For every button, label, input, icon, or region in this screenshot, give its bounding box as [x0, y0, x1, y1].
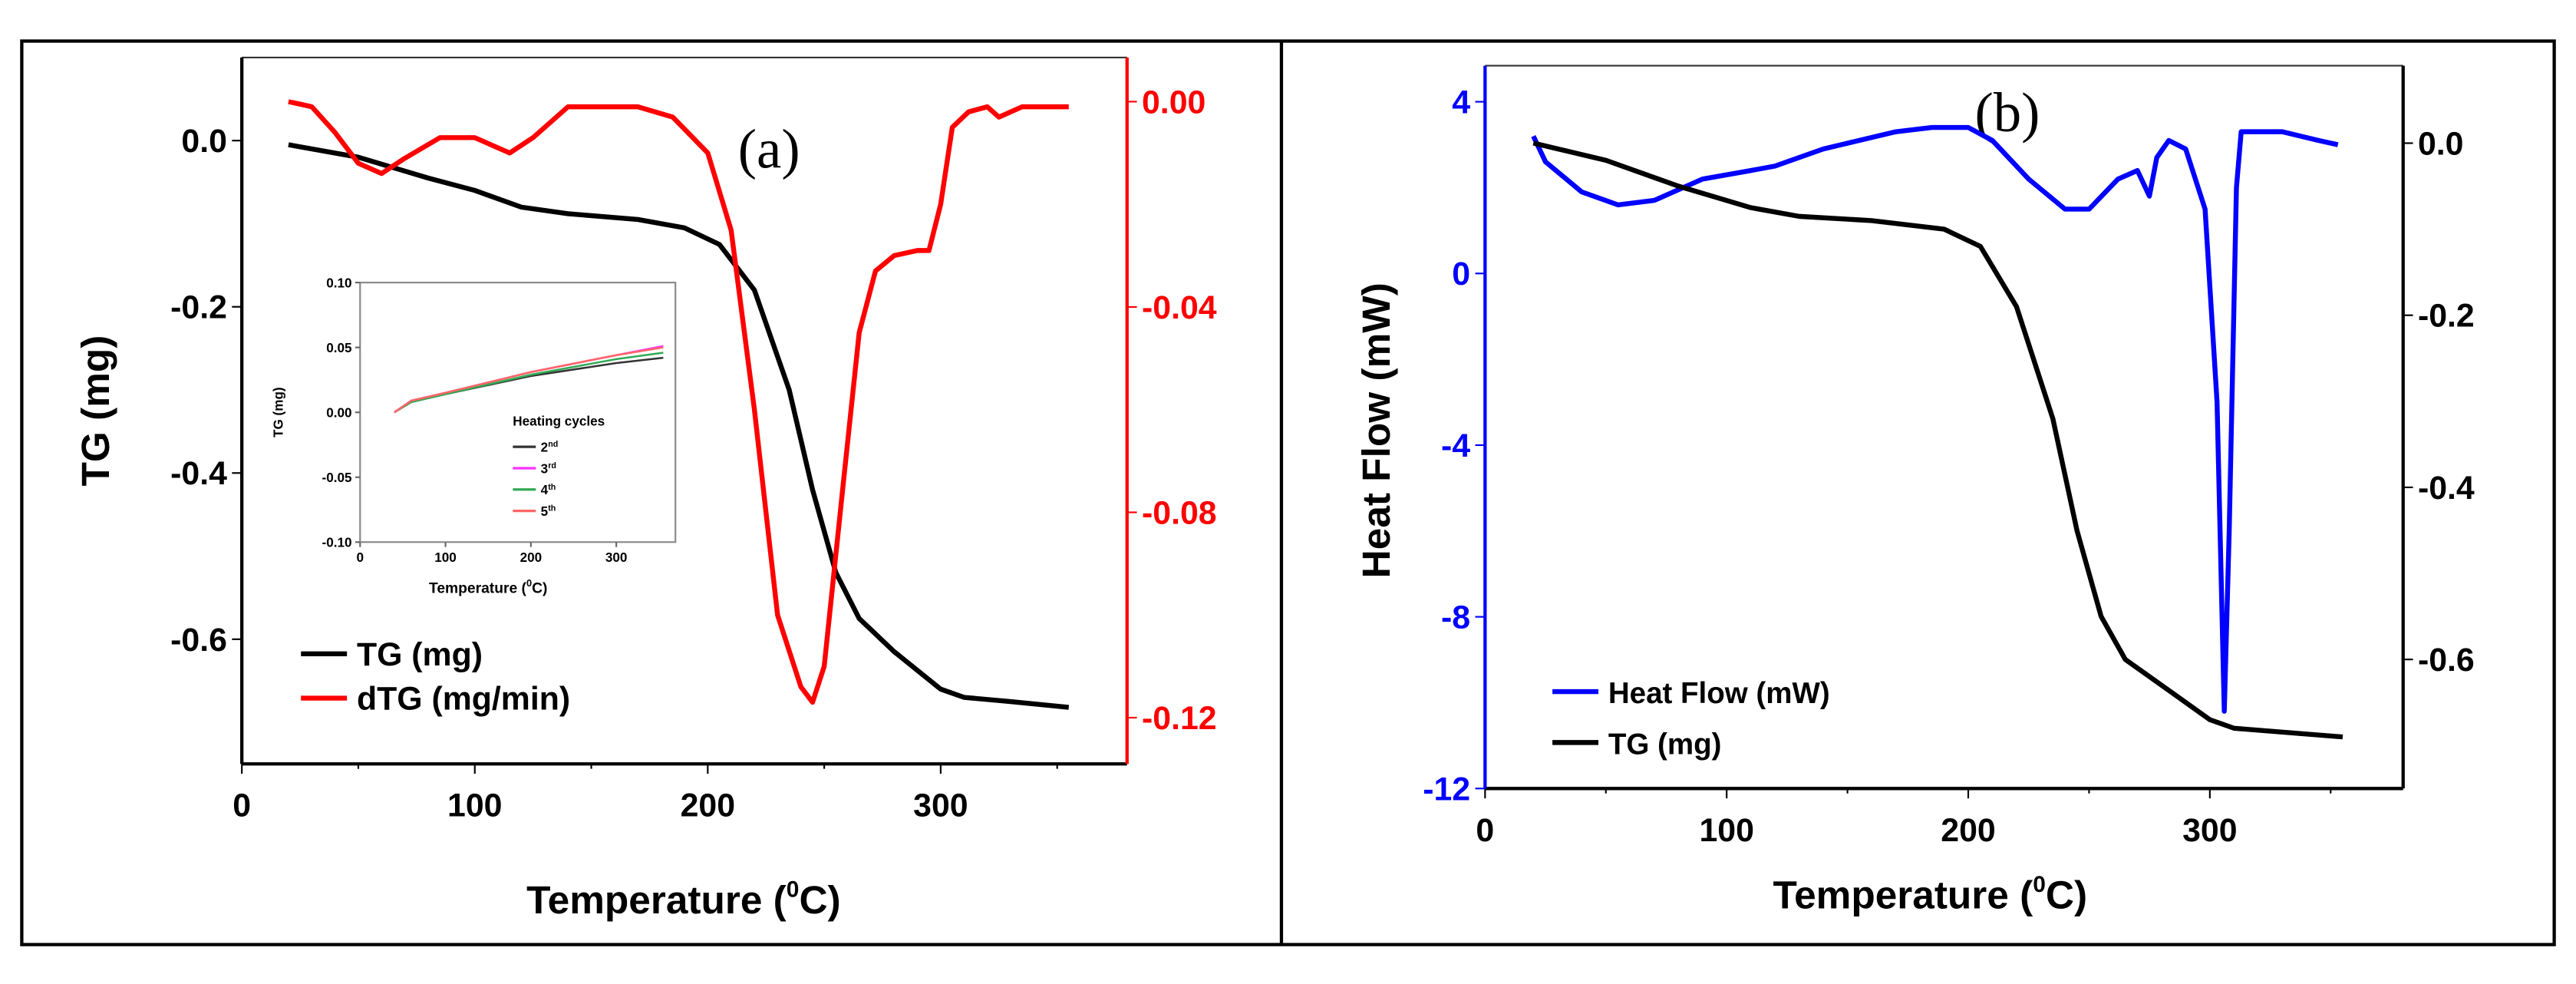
inset-x-tick-label: 200	[520, 550, 543, 565]
panel-b-y-tick-label: -12	[1423, 771, 1470, 807]
inset-x-tick-label: 0	[357, 550, 364, 565]
inset-legend-title: Heating cycles	[513, 414, 605, 428]
panel-a-series-tg-mg-	[288, 142, 1070, 710]
panel-b-legend-label: TG (mg)	[1608, 728, 1722, 761]
inset-legend-number: 4	[541, 483, 549, 497]
xlabel-end: C)	[799, 878, 840, 922]
panel-a-x-tick-label: 300	[913, 788, 968, 824]
inset-legend-suffix: rd	[548, 461, 556, 471]
panel-a-legend-label: TG (mg)	[357, 636, 483, 673]
xlabel-text: Temperature (	[1773, 873, 2034, 917]
panel-a-y2-tick-label: -0.08	[1142, 494, 1217, 531]
panel-b-x-tick-label: 100	[1699, 812, 1753, 849]
inset-y-tick-label: 0.05	[326, 341, 352, 355]
inset-legend-label: 5th	[541, 504, 556, 519]
panel-b-y2-tick-label: -0.4	[2418, 470, 2475, 507]
inset-legend-label: 2nd	[541, 440, 559, 454]
panel-a-y2-tick-label: 0.00	[1142, 84, 1206, 121]
panel-a-y-tick-label: 0.0	[181, 123, 227, 160]
panel-a-ylabel: TG (mg)	[74, 335, 117, 487]
panel-b-y2-tick-label: -0.6	[2418, 642, 2475, 679]
panel-b-y2-tick-label: 0.0	[2418, 125, 2464, 162]
panel-a-y-tick-label: -0.4	[170, 455, 227, 492]
panel-a-legend-label: dTG (mg/min)	[357, 681, 570, 718]
inset-y-tick-label: -0.10	[322, 536, 352, 550]
inset-legend-suffix: nd	[548, 440, 558, 449]
panel-a-xlabel: Temperature (0C)	[526, 877, 841, 922]
inset-y-tick-label: -0.05	[322, 471, 352, 485]
panel-a-y2-tick-label: -0.04	[1142, 289, 1217, 326]
panel-b-ylabel: Heat Flow (mW)	[1354, 282, 1398, 578]
inset-legend-label: 4th	[541, 483, 556, 497]
inset-xlabel-end: C)	[532, 581, 547, 597]
panel-b-series-heat-flow-mw-	[1531, 124, 2339, 714]
panel-b-label: (b)	[1975, 81, 2040, 144]
panel-b-x-tick-label: 200	[1941, 812, 1995, 849]
panel-b-series-tg-mg-	[1532, 140, 2343, 740]
inset-xlabel-text: Temperature (	[429, 581, 527, 597]
inset-legend-suffix: th	[548, 483, 556, 492]
panel-b-xlabel: Temperature (0C)	[1773, 872, 2088, 916]
panel-a-x-tick-label: 0	[233, 788, 251, 824]
panel-b-y-tick-label: 0	[1452, 256, 1470, 292]
panel-b-x-tick-label: 300	[2182, 812, 2237, 849]
inset-xlabel-sup: 0	[526, 577, 532, 589]
panel-b-y-tick-label: -4	[1441, 428, 1470, 464]
panel-b-y-tick-label: -8	[1441, 599, 1470, 636]
panel-a-x-tick-label: 200	[681, 788, 735, 824]
panel-a-y-tick-label: -0.6	[170, 622, 227, 659]
panel-b-legend-label: Heat Flow (mW)	[1608, 677, 1830, 710]
inset-ylabel: TG (mg)	[272, 387, 286, 438]
outer-frame	[20, 39, 2556, 946]
inset-y-tick-label: 0.00	[326, 406, 351, 421]
panel-a-series-dtg-mg-min-	[288, 99, 1069, 705]
panel-a-x-tick-label: 100	[447, 788, 502, 824]
panel-b-y2-tick-label: -0.2	[2418, 298, 2475, 335]
inset-legend-number: 3	[541, 461, 549, 476]
panel-b-y-tick-label: 4	[1452, 84, 1470, 121]
panel-a-y2-tick-label: -0.12	[1142, 700, 1217, 737]
xlabel-end: C)	[2046, 873, 2087, 917]
inset-xlabel: Temperature (0C)	[429, 577, 547, 597]
xlabel-sup: 0	[2033, 872, 2046, 897]
panel-a-label: (a)	[738, 117, 800, 180]
panel-b-x-tick-label: 0	[1476, 812, 1494, 849]
xlabel-sup: 0	[787, 877, 800, 903]
inset-legend-label: 3rd	[541, 461, 556, 476]
inset-x-tick-label: 100	[434, 550, 457, 565]
panel-a-y-tick-label: -0.2	[170, 289, 227, 326]
inset-x-tick-label: 300	[605, 550, 628, 565]
inset-series-cycle-5	[394, 346, 664, 414]
inset-legend-suffix: th	[548, 504, 556, 513]
inset-y-tick-label: 0.10	[326, 276, 351, 291]
xlabel-text: Temperature (	[526, 878, 787, 922]
inset-legend-number: 5	[541, 504, 549, 519]
inset-legend-number: 2	[541, 441, 549, 455]
